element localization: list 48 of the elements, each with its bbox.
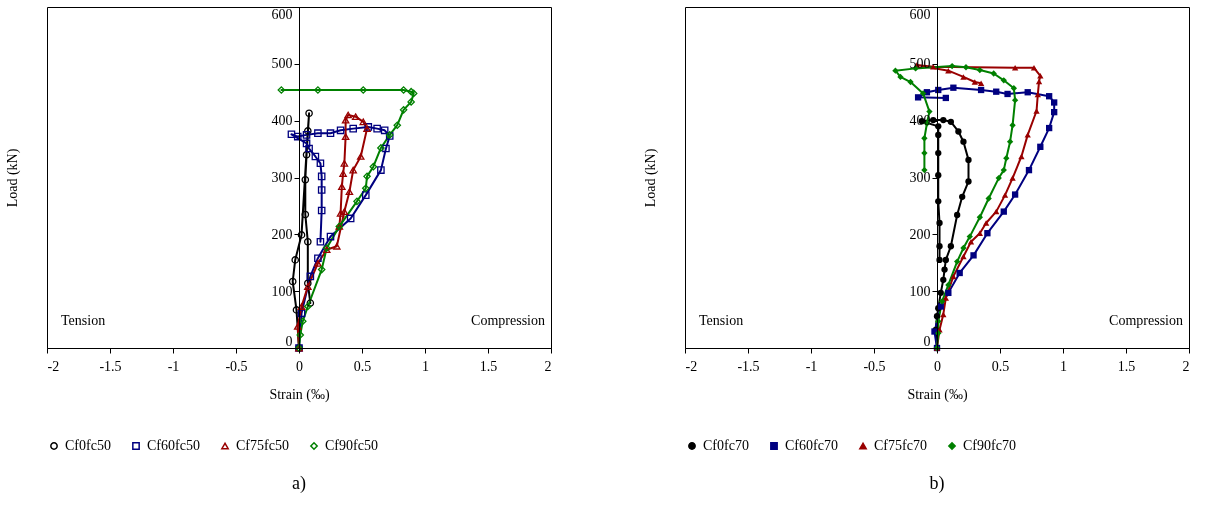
text: a) [292, 473, 306, 494]
x-tick-label: -1.5 [737, 358, 760, 374]
x-tick-label: 1 [1060, 358, 1067, 374]
legend-label: Cf60fc70 [785, 438, 838, 453]
x-axis-title: Strain (‰) [269, 386, 330, 403]
text: b) [929, 473, 945, 494]
x-tick-label: 1 [422, 358, 429, 374]
x-tick-label: 2 [1182, 358, 1190, 374]
y-tick-label: 600 [271, 6, 293, 22]
x-tick-label: -0.5 [863, 358, 886, 374]
x-tick-label: -1.5 [99, 358, 122, 374]
x-tick-label: 0 [934, 358, 941, 374]
x-tick-label: -2 [47, 358, 60, 374]
y-tick-label: 600 [909, 6, 931, 22]
legend-label: Cf75fc50 [236, 438, 289, 453]
x-axis-title: Strain (‰) [907, 386, 968, 403]
x-tick-label: 0 [296, 358, 303, 374]
y-tick-label: 100 [271, 283, 293, 299]
y-tick-label: 0 [923, 333, 931, 349]
y-tick-label: 200 [909, 226, 931, 242]
annotation: Tension [61, 313, 106, 328]
x-tick-label: 2 [544, 358, 552, 374]
y-tick-label: 400 [271, 113, 293, 129]
y-tick-label: 0 [285, 333, 293, 349]
y-tick-label: 200 [271, 226, 293, 242]
y-tick-label: 300 [271, 170, 293, 185]
legend-label: Cf60fc50 [147, 438, 200, 453]
legend-label: Cf90fc70 [963, 438, 1016, 453]
y-tick-label: 300 [909, 170, 931, 185]
legend-label: Cf0fc70 [703, 438, 749, 453]
x-tick-label: -0.5 [225, 358, 248, 374]
legend-label: Cf0fc50 [65, 438, 111, 453]
x-tick-label: -1 [805, 358, 818, 374]
y-tick-label: 500 [271, 56, 293, 72]
x-tick-label: -1 [167, 358, 180, 374]
y-axis-title: Load (kN) [642, 148, 659, 208]
legend-label: Cf90fc50 [325, 438, 378, 453]
y-axis-title: Load (kN) [4, 148, 21, 208]
y-tick-label: 100 [909, 283, 931, 299]
x-tick-label: 0.5 [353, 358, 372, 374]
annotation: Tension [699, 313, 744, 328]
x-tick-label: 1.5 [1117, 358, 1136, 374]
x-tick-label: 1.5 [479, 358, 498, 374]
annotation: Compression [471, 313, 545, 328]
legend-label: Cf75fc70 [874, 438, 927, 453]
x-tick-label: 0.5 [991, 358, 1010, 374]
x-tick-label: -2 [685, 358, 698, 374]
annotation: Compression [1109, 313, 1183, 328]
